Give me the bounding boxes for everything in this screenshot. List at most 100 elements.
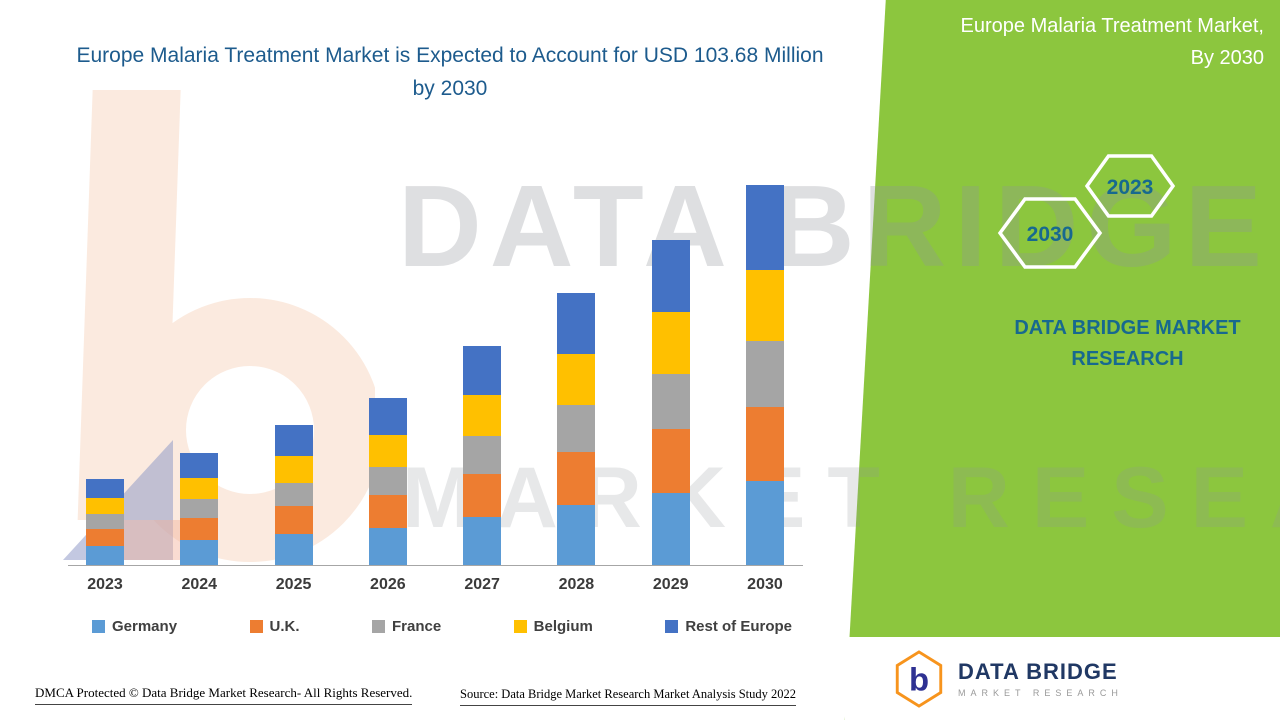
legend-label: France — [391, 618, 442, 635]
stacked-bar-2028 — [557, 293, 596, 565]
legend-swatch — [371, 620, 385, 633]
legend-label: U.K. — [269, 618, 300, 635]
bar-segment-belgium — [463, 394, 502, 437]
stacked-bar-chart — [75, 185, 795, 565]
bar-segment-germany — [557, 504, 596, 565]
bar-segment-u-k- — [745, 406, 784, 482]
x-axis-line — [68, 565, 803, 566]
bar-segment-rest-of-europe — [463, 346, 502, 395]
stacked-bar-2030 — [745, 185, 784, 565]
bar-segment-u-k- — [651, 429, 690, 494]
bar-segment-belgium — [180, 477, 219, 500]
logo-letter: b — [909, 660, 929, 697]
bar-segment-u-k- — [557, 451, 596, 505]
bar-segment-germany — [745, 481, 784, 565]
x-axis-labels: 2023 2024 2025 2026 2027 2028 2029 2030 — [75, 576, 795, 594]
dmca-notice: DMCA Protected © Data Bridge Market Rese… — [35, 685, 413, 705]
stacked-bar-2029 — [651, 239, 690, 565]
x-axis-label-2030: 2030 — [747, 576, 783, 593]
legend-swatch — [665, 620, 679, 633]
legend-label: Belgium — [533, 618, 593, 635]
brand-text: DATA BRIDGE MARKET RESEARCH — [1000, 313, 1255, 375]
legend-label: Germany — [112, 618, 178, 635]
stacked-bar-2025 — [274, 424, 313, 565]
stacked-bar-2026 — [368, 397, 407, 565]
panel-heading: Europe Malaria Treatment Market, By 2030 — [884, 10, 1264, 74]
hexagon-2023 — [1084, 154, 1176, 218]
bar-segment-rest-of-europe — [368, 397, 407, 436]
bar-segment-belgium — [557, 353, 596, 406]
bar-column-2030 — [735, 185, 795, 565]
bar-segment-rest-of-europe — [557, 293, 596, 354]
legend-item-rest-of-europe: Rest of Europe — [665, 618, 792, 635]
company-logo: b DATA BRIDGE MARKET RESEARCH — [845, 637, 1280, 720]
bar-segment-germany — [368, 527, 407, 565]
x-axis-label-2029: 2029 — [652, 576, 689, 593]
bar-segment-rest-of-europe — [180, 452, 219, 478]
stacked-bar-2023 — [86, 478, 124, 565]
bar-segment-france — [368, 466, 407, 496]
bar-segment-u-k- — [463, 473, 502, 517]
legend-swatch — [92, 620, 105, 633]
hexagon-2030 — [997, 197, 1103, 269]
bar-segment-france — [651, 373, 690, 430]
x-axis-label-2026: 2026 — [370, 576, 406, 593]
bar-column-2029 — [641, 185, 701, 565]
chart-legend: Germany U.K. France Belgium Rest of Europe — [92, 618, 792, 635]
bar-segment-rest-of-europe — [86, 478, 124, 499]
bar-segment-germany — [180, 540, 219, 565]
bar-column-2028 — [546, 185, 606, 565]
watermark-market-research: MARKET RESEARCH — [402, 450, 1280, 546]
brand-text-line2: RESEARCH — [1071, 348, 1184, 370]
legend-item-belgium: Belgium — [513, 618, 593, 635]
bar-segment-u-k- — [180, 518, 219, 541]
panel-heading-line2: By 2030 — [1190, 47, 1264, 69]
page-title: Europe Malaria Treatment Market is Expec… — [76, 44, 824, 100]
legend-item-germany: Germany — [92, 618, 177, 635]
bar-segment-france — [557, 405, 596, 452]
x-axis-label-2028: 2028 — [558, 576, 595, 593]
bar-segment-u-k- — [86, 529, 124, 546]
source-note: Source: Data Bridge Market Research Mark… — [460, 687, 797, 706]
x-axis-label-2027: 2027 — [464, 576, 500, 593]
year-hexagons: 2030 2023 — [997, 154, 1176, 269]
bar-column-2026 — [358, 185, 418, 565]
bar-column-2027 — [452, 185, 512, 565]
bar-segment-belgium — [86, 498, 124, 515]
stacked-bar-2027 — [463, 346, 502, 565]
panel-heading-line1: Europe Malaria Treatment Market, — [960, 15, 1264, 37]
legend-swatch — [513, 620, 527, 633]
bar-segment-france — [463, 436, 502, 474]
bar-segment-france — [274, 482, 313, 507]
hexagon-2023-label: 2023 — [1107, 176, 1154, 199]
bar-segment-germany — [86, 545, 124, 565]
brand-text-line1: DATA BRIDGE MARKET — [1014, 317, 1241, 339]
bar-segment-belgium — [274, 456, 313, 483]
legend-item-u-k-: U.K. — [249, 618, 300, 635]
bar-segment-rest-of-europe — [651, 239, 690, 313]
legend-swatch — [249, 620, 263, 633]
x-axis-label-2024: 2024 — [181, 576, 218, 593]
hexagon-2030-label: 2030 — [1027, 223, 1074, 246]
bar-segment-france — [86, 514, 124, 530]
bar-segment-u-k- — [274, 506, 313, 534]
bar-segment-germany — [274, 533, 313, 565]
bar-segment-u-k- — [368, 495, 407, 528]
logo-hexagon-icon: b — [895, 649, 943, 708]
x-axis-label-2023: 2023 — [87, 576, 123, 593]
bar-segment-germany — [463, 516, 502, 565]
bar-column-2025 — [264, 185, 324, 565]
bar-segment-belgium — [368, 435, 407, 467]
bar-column-2024 — [169, 185, 229, 565]
bar-segment-belgium — [651, 312, 690, 374]
bar-segment-rest-of-europe — [745, 185, 784, 270]
bar-segment-germany — [651, 493, 690, 565]
bar-column-2023 — [75, 185, 135, 565]
bar-segment-rest-of-europe — [274, 424, 313, 457]
watermark-data-bridge: DATA BRIDGE — [398, 161, 1271, 291]
logo-subtitle: MARKET RESEARCH — [958, 688, 1123, 698]
logo-name: DATA BRIDGE — [958, 659, 1118, 684]
legend-item-france: France — [371, 618, 442, 635]
